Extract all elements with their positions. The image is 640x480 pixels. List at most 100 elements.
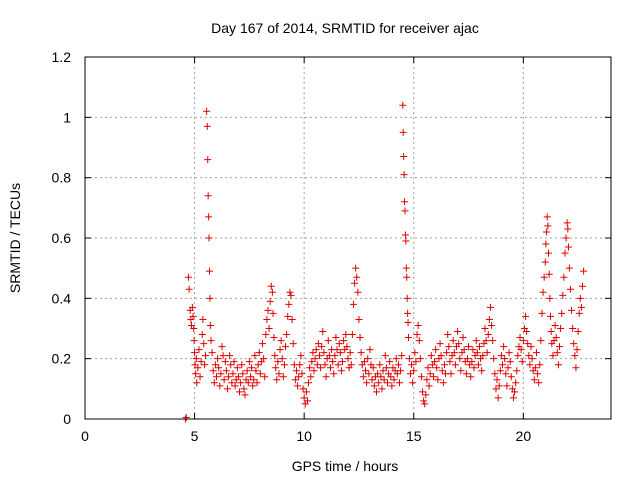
data-point [314,340,322,348]
data-point [504,364,512,372]
data-point [255,349,263,357]
data-point [289,340,297,348]
data-point [206,294,214,302]
data-point [364,355,372,363]
data-point [429,373,437,381]
data-point [518,358,526,366]
data-point [412,358,420,366]
data-point [295,373,303,381]
data-point [333,346,341,354]
data-point [402,237,410,245]
data-point [551,321,559,329]
data-point [440,361,448,369]
data-point [378,385,386,393]
data-point [280,361,288,369]
data-point [198,331,206,339]
data-point [240,385,248,393]
data-point [467,373,475,381]
data-point [331,352,339,360]
data-point [250,376,258,384]
data-point [227,361,235,369]
data-point [332,334,340,342]
data-point [355,315,363,323]
data-point [473,349,481,357]
data-point [317,364,325,372]
data-point [305,379,313,387]
data-point [300,394,308,402]
data-point [507,373,515,381]
data-point [472,337,480,345]
data-point [319,328,327,336]
data-point [190,337,198,345]
x-axis-label: GPS time / hours [292,458,399,474]
data-point [245,358,253,366]
x-tick-label: 20 [516,428,532,444]
data-point [362,367,370,375]
data-point [457,367,465,375]
data-point [244,379,252,387]
data-point [403,273,411,281]
data-point [316,352,324,360]
data-point [265,325,273,332]
data-point [450,349,458,357]
data-point [522,312,530,320]
data-point [537,337,545,345]
data-point [383,379,391,387]
data-point [278,355,286,363]
x-tick-label: 5 [191,428,199,444]
data-point [570,340,578,348]
data-point [221,358,229,366]
data-point [390,376,398,384]
data-point [538,309,546,317]
data-point [274,358,282,366]
data-point [349,300,357,308]
data-point [490,355,498,363]
data-point [553,349,561,357]
data-point [489,337,497,345]
data-point [297,352,305,360]
data-point [375,379,383,387]
data-point [191,361,199,369]
data-point [222,367,230,375]
data-point [225,373,233,381]
y-axis-label: SRMTID / TECUs [7,183,23,293]
data-point [488,321,496,329]
data-point [544,222,552,230]
data-point [481,325,489,332]
data-point [368,376,376,384]
data-point [451,361,459,369]
data-point [459,334,467,342]
data-point [444,331,452,339]
data-point [499,361,507,369]
data-point [563,219,571,227]
data-point [270,334,278,342]
data-point [288,315,296,323]
data-point [207,337,215,345]
data-point [382,364,390,372]
data-point [420,397,428,405]
data-point [202,352,210,360]
data-point [287,291,295,299]
data-point [400,153,408,161]
data-point [405,355,413,363]
data-point [322,373,330,381]
data-point [463,355,471,363]
data-point [433,364,441,372]
data-point [454,328,462,336]
data-point [526,361,534,369]
data-point [337,367,345,375]
data-point [356,334,364,342]
data-point [234,373,242,381]
data-point [205,213,213,221]
data-point [398,352,406,360]
data-point [267,282,275,290]
data-point [402,264,410,272]
data-point [307,373,315,381]
data-point [329,358,337,366]
data-point [443,349,451,357]
data-point [260,355,268,363]
data-point [470,364,478,372]
data-point [184,273,192,281]
data-point [197,358,205,366]
data-point [569,325,577,332]
